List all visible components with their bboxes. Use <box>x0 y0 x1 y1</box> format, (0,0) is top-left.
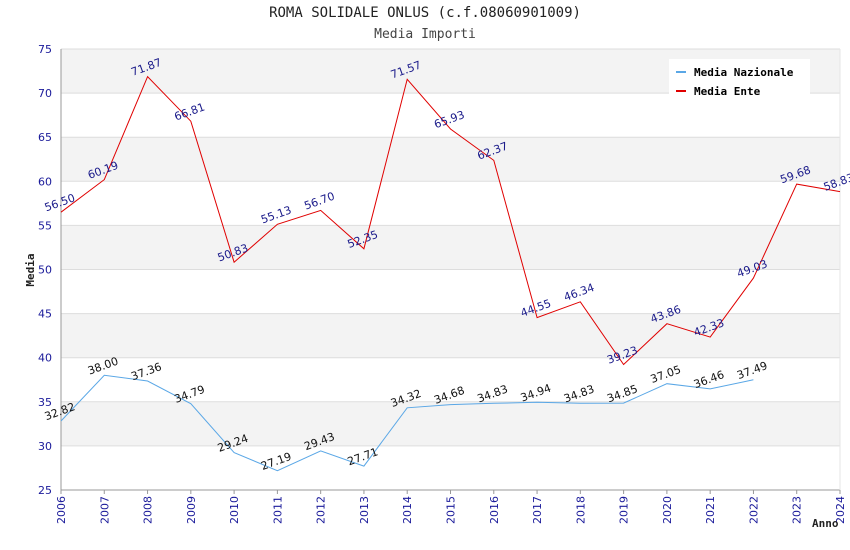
x-tick-label: 2018 <box>574 496 587 524</box>
y-tick-label: 50 <box>38 264 52 277</box>
x-tick-label: 2016 <box>488 496 501 524</box>
x-tick-label: 2011 <box>271 496 284 524</box>
series-line-media-ente <box>60 75 841 366</box>
y-tick-label: 30 <box>38 440 52 453</box>
x-tick-label: 2017 <box>531 496 544 524</box>
x-tick-label: 2015 <box>445 496 458 524</box>
x-tick-label: 2012 <box>315 496 328 524</box>
y-tick-label: 55 <box>38 219 52 232</box>
chart-subtitle: Media Importi <box>374 27 476 42</box>
x-tick-label: 2014 <box>401 496 414 524</box>
legend-entry: Media Ente <box>694 85 761 98</box>
data-label: 36.46 <box>692 368 726 391</box>
grid-bands <box>61 49 840 446</box>
y-tick-label: 65 <box>38 131 52 144</box>
data-label: 37.49 <box>735 359 769 382</box>
chart-title: ROMA SOLIDALE ONLUS (c.f.08060901009) <box>269 5 581 21</box>
y-tick-label: 35 <box>38 396 52 409</box>
y-tick-label: 75 <box>38 43 52 56</box>
grid-lines <box>61 48 840 491</box>
data-label: 34.94 <box>519 382 553 405</box>
y-tick-labels: 25 30 35 40 45 50 55 60 65 70 75 <box>38 43 52 497</box>
x-tick-label: 2007 <box>98 496 111 524</box>
data-label: 27.71 <box>346 445 380 468</box>
x-tick-label: 2008 <box>142 496 155 524</box>
series-lines <box>60 75 841 472</box>
x-tick-label: 2022 <box>747 496 760 524</box>
legend: Media Nazionale Media Ente <box>669 59 810 100</box>
x-tick-labels: 2006 2007 2008 2009 2010 2011 2012 2013 2014 2015… <box>55 496 847 524</box>
y-tick-label: 70 <box>38 87 52 100</box>
y-axis-title: Media <box>24 253 37 286</box>
data-label: 27.19 <box>259 450 293 473</box>
x-tick-label: 2013 <box>358 496 371 524</box>
x-axis-title: Anno <box>812 517 839 530</box>
axes <box>60 49 841 494</box>
x-tick-label: 2006 <box>55 496 68 524</box>
legend-box <box>669 59 810 100</box>
grid-band <box>61 137 840 182</box>
data-label: 37.05 <box>649 363 683 386</box>
y-tick-label: 45 <box>38 308 52 321</box>
x-tick-label: 2023 <box>791 496 804 524</box>
x-tick-label: 2024 <box>834 496 847 524</box>
x-tick-label: 2020 <box>661 496 674 524</box>
data-label: 56.70 <box>302 190 336 213</box>
x-tick-label: 2019 <box>618 496 631 524</box>
y-tick-label: 40 <box>38 352 52 365</box>
y-tick-label: 60 <box>38 175 52 188</box>
y-tick-label: 25 <box>38 484 52 497</box>
data-label: 56.50 <box>43 191 77 214</box>
x-tick-label: 2021 <box>704 496 717 524</box>
x-tick-label: 2010 <box>228 496 241 524</box>
series-line-media-nazionale <box>60 374 754 472</box>
legend-entry: Media Nazionale <box>694 66 794 79</box>
data-label: 55.13 <box>259 203 293 226</box>
grid-band <box>61 225 840 270</box>
data-label: 46.34 <box>562 281 596 304</box>
x-tick-label: 2009 <box>185 496 198 524</box>
grid-band <box>61 313 840 358</box>
data-label: 37.36 <box>129 360 163 383</box>
grid-band <box>61 401 840 446</box>
